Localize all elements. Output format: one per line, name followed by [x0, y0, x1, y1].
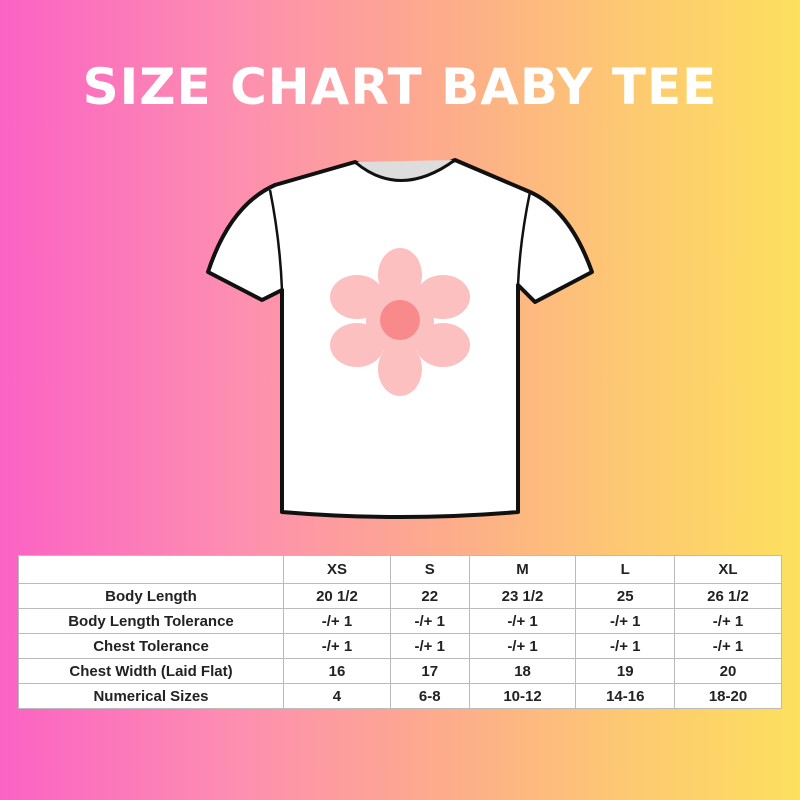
row-label: Chest Tolerance: [18, 633, 284, 659]
header-cell: [18, 555, 284, 584]
table-cell: -/+ 1: [283, 608, 391, 634]
table-row: Chest Width (Laid Flat) 16 17 18 19 20: [18, 658, 782, 684]
table-row: Numerical Sizes 4 6-8 10-12 14-16 18-20: [18, 683, 782, 709]
tshirt-illustration: [206, 158, 594, 519]
table-row: Chest Tolerance -/+ 1 -/+ 1 -/+ 1 -/+ 1 -/+ 1: [18, 633, 782, 659]
header-cell: L: [575, 555, 676, 584]
table-cell: -/+ 1: [674, 608, 782, 634]
table-cell: 23 1/2: [468, 583, 577, 609]
table-cell: -/+ 1: [389, 633, 470, 659]
table-cell: 18: [468, 658, 577, 684]
table-cell: 6-8: [389, 683, 470, 709]
table-cell: 25: [575, 583, 676, 609]
row-label: Numerical Sizes: [18, 683, 284, 709]
table-cell: 18-20: [674, 683, 782, 709]
flower-graphic: [330, 248, 470, 396]
header-cell: XL: [674, 555, 782, 584]
table-cell: 10-12: [468, 683, 577, 709]
table-cell: 26 1/2: [674, 583, 782, 609]
page-title: SIZE CHART BABY TEE: [82, 58, 718, 116]
table-cell: -/+ 1: [575, 633, 676, 659]
table-cell: -/+ 1: [389, 608, 470, 634]
table-header-row: XS S M L XL: [18, 555, 782, 584]
table-cell: -/+ 1: [283, 633, 391, 659]
table-cell: 17: [389, 658, 470, 684]
table-cell: -/+ 1: [674, 633, 782, 659]
table-cell: 20: [674, 658, 782, 684]
table-cell: -/+ 1: [468, 608, 577, 634]
row-label: Body Length: [18, 583, 284, 609]
table-cell: -/+ 1: [468, 633, 577, 659]
table-cell: 22: [389, 583, 470, 609]
row-label: Body Length Tolerance: [18, 608, 284, 634]
table-row: Body Length 20 1/2 22 23 1/2 25 26 1/2: [18, 583, 782, 609]
header-cell: S: [389, 555, 470, 584]
table-cell: -/+ 1: [575, 608, 676, 634]
table-cell: 20 1/2: [283, 583, 391, 609]
size-chart-table: XS S M L XL Body Length 20 1/2 22 23 1/2 25 2…: [18, 555, 782, 709]
row-label: Chest Width (Laid Flat): [18, 658, 284, 684]
table-cell: 14-16: [575, 683, 676, 709]
header-cell: XS: [283, 555, 391, 584]
header-cell: M: [468, 555, 577, 584]
table-row: Body Length Tolerance -/+ 1 -/+ 1 -/+ 1 -/+ …: [18, 608, 782, 634]
table-cell: 16: [283, 658, 391, 684]
table-cell: 19: [575, 658, 676, 684]
table-cell: 4: [283, 683, 391, 709]
